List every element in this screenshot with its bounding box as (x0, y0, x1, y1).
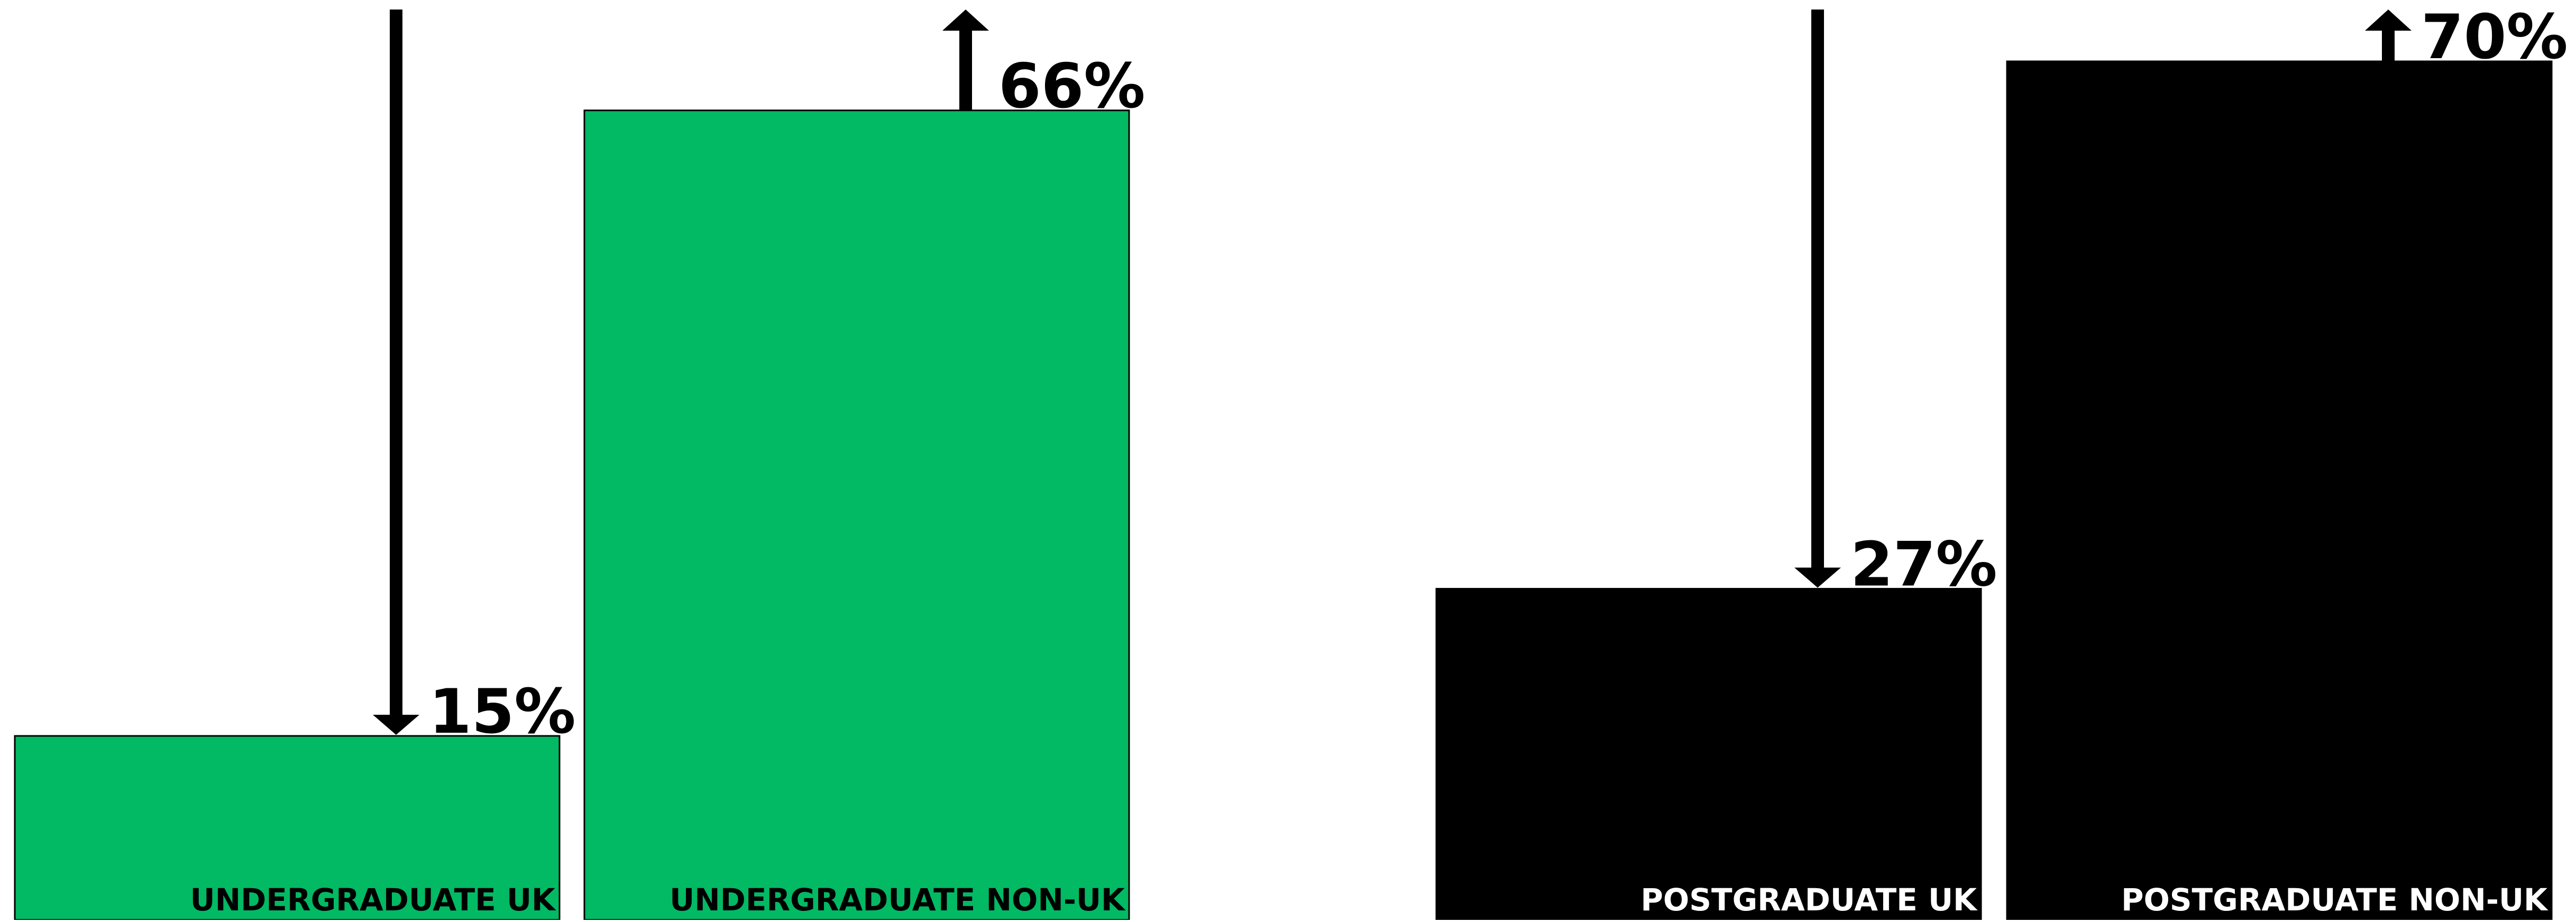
bar-postgraduate-non-uk (2006, 60, 2553, 921)
category-label-postgraduate-uk: POSTGRADUATE UK (1640, 882, 1978, 918)
up-arrowhead-undergraduate-non-uk (942, 10, 989, 31)
value-label-undergraduate-non-uk: 66% (998, 51, 1145, 122)
bar-undergraduate-non-uk (583, 109, 1130, 921)
category-label-undergraduate-non-uk: UNDERGRADUATE NON-UK (670, 882, 1126, 918)
category-label-postgraduate-non-uk: POSTGRADUATE NON-UK (2121, 882, 2549, 918)
value-label-postgraduate-non-uk: 70% (2421, 2, 2568, 73)
bar-postgraduate-uk (1435, 588, 1982, 921)
category-label-undergraduate-uk: UNDERGRADUATE UK (190, 882, 557, 918)
up-arrowhead-postgraduate-non-uk (2365, 10, 2412, 31)
value-label-postgraduate-uk: 27% (1850, 529, 1997, 601)
down-arrowhead-postgraduate-uk (1794, 567, 1841, 588)
down-arrowhead-undergraduate-uk (373, 715, 419, 735)
bar-undergraduate-uk (14, 735, 561, 921)
value-label-undergraduate-uk: 15% (429, 676, 576, 748)
